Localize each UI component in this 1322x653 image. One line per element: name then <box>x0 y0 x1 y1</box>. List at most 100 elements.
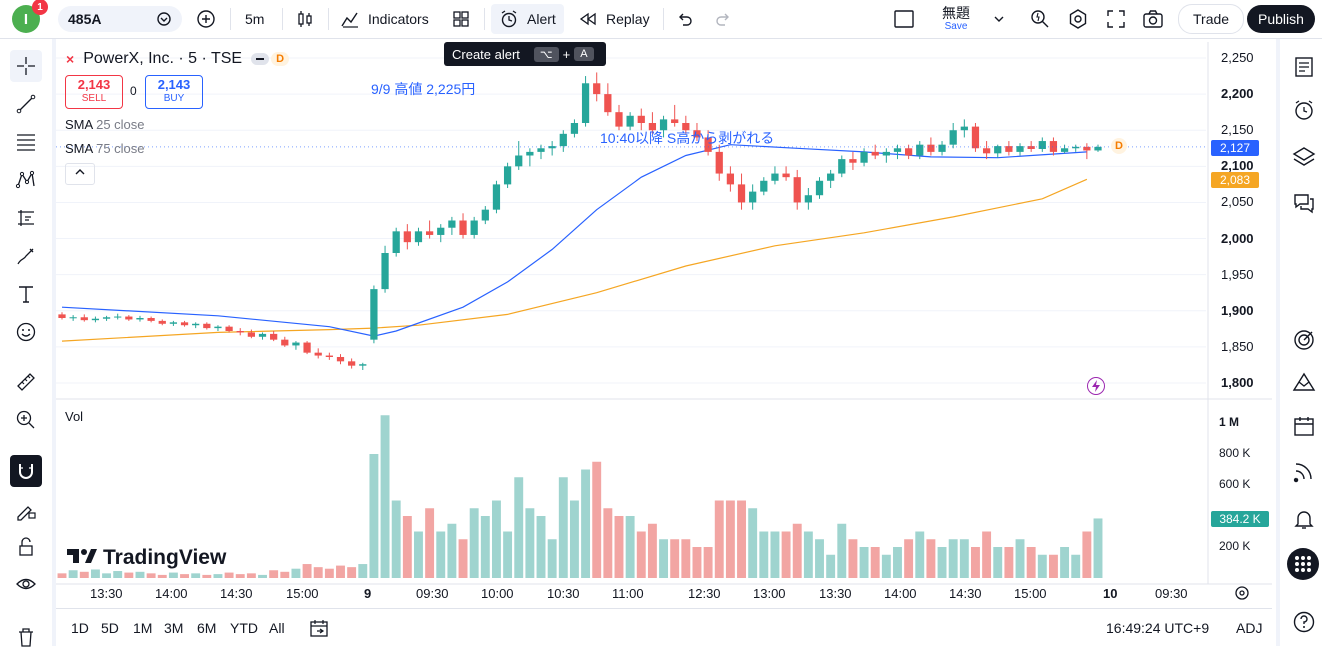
fullscreen-icon[interactable] <box>1105 0 1127 38</box>
eye-icon[interactable] <box>10 568 42 600</box>
range-6m[interactable]: 6M <box>197 620 217 636</box>
brush-icon[interactable] <box>10 240 42 272</box>
indicators-label: Indicators <box>368 11 429 27</box>
alert-button[interactable]: Alert <box>491 0 564 38</box>
range-1m[interactable]: 1M <box>133 620 153 636</box>
lock-icon[interactable] <box>10 531 42 563</box>
candle-body <box>1094 146 1102 151</box>
time-axis-label: 10:30 <box>547 586 580 601</box>
candle-body <box>860 151 868 163</box>
ideas-icon[interactable] <box>1289 367 1319 397</box>
buy-button[interactable]: 2,143 BUY <box>145 75 203 109</box>
range-1d[interactable]: 1D <box>71 620 89 636</box>
quick-search-icon[interactable] <box>1029 0 1051 38</box>
indicators-icon <box>340 9 360 29</box>
undo-icon[interactable] <box>675 0 695 38</box>
lock-pencil-icon[interactable] <box>10 495 42 527</box>
layout-name-button[interactable]: 無題 Save <box>926 0 986 38</box>
publish-button[interactable]: Publish <box>1247 0 1315 38</box>
emoji-icon[interactable] <box>10 316 42 348</box>
candle-style-icon[interactable] <box>295 0 315 38</box>
sma75-line <box>61 178 1088 342</box>
settings-gear-icon[interactable] <box>1067 0 1089 38</box>
candle-body <box>893 148 902 152</box>
volume-bar <box>959 539 969 578</box>
annotation-limit-off[interactable]: 10:40以降 S高から剥がれる <box>600 130 775 146</box>
price-chart[interactable] <box>56 42 1272 606</box>
tooltip-plus: + <box>562 46 571 62</box>
bottom-toolbar: 1D 5D 1M 3M 6M YTD All 16:49:24 UTC+9 AD… <box>56 608 1272 647</box>
forecast-icon[interactable] <box>10 202 42 234</box>
annotation-high[interactable]: 9/9 高値 2,225円 <box>371 81 476 97</box>
sell-button[interactable]: 2,143 SELL <box>65 75 123 109</box>
volume-bar <box>926 539 936 578</box>
redo-icon[interactable] <box>713 0 733 38</box>
range-3m[interactable]: 3M <box>164 620 184 636</box>
range-ytd[interactable]: YTD <box>230 620 258 636</box>
candle-body <box>492 184 501 210</box>
templates-icon[interactable] <box>451 0 471 38</box>
candle-body <box>292 342 300 346</box>
candle-body <box>849 159 857 163</box>
pattern-icon[interactable] <box>10 164 42 196</box>
candle-body <box>437 227 445 235</box>
candle-body <box>503 166 512 185</box>
zoom-in-icon[interactable] <box>10 404 42 436</box>
avatar[interactable]: I 1 <box>12 0 48 38</box>
legend-title: PowerX, Inc. · 5 · TSE <box>83 50 243 67</box>
magnet-icon[interactable] <box>10 455 42 487</box>
candle-body <box>258 333 267 337</box>
help-icon[interactable] <box>1289 607 1319 637</box>
indicators-button[interactable]: Indicators <box>340 0 429 38</box>
volume-bar <box>893 547 902 578</box>
candle-body <box>715 151 723 174</box>
replay-button[interactable]: Replay <box>578 0 650 38</box>
range-5d[interactable]: 5D <box>101 620 119 636</box>
clock-display[interactable]: 16:49:24 UTC+9 <box>1106 620 1210 636</box>
range-all[interactable]: All <box>269 620 285 636</box>
camera-icon[interactable] <box>1142 0 1164 38</box>
layers-icon[interactable] <box>1289 142 1319 172</box>
tooltip-key-option: ⌥ <box>533 46 559 62</box>
target-icon[interactable] <box>1289 325 1319 355</box>
add-symbol-icon[interactable] <box>196 0 216 38</box>
news-feed-icon[interactable] <box>1289 456 1319 486</box>
volume-bar <box>1093 518 1103 578</box>
apps-grid-icon[interactable] <box>1287 548 1319 580</box>
symbol-status-icon[interactable]: × <box>66 51 75 67</box>
trend-line-icon[interactable] <box>10 88 42 120</box>
dividend-badge[interactable]: D <box>1111 138 1127 154</box>
alerts-clock-icon[interactable] <box>1289 95 1319 125</box>
volume-bar <box>280 571 290 578</box>
trash-icon[interactable] <box>10 621 42 653</box>
chart-pane[interactable] <box>56 42 1272 606</box>
watchlist-icon[interactable] <box>1289 52 1319 82</box>
crosshair-icon[interactable] <box>10 50 42 82</box>
volume-bar <box>458 539 468 578</box>
ruler-icon[interactable] <box>10 366 42 398</box>
chevron-down-icon[interactable] <box>991 0 1007 38</box>
indicator-sma75[interactable]: SMA 75 close <box>65 141 145 156</box>
symbol-search[interactable]: 485A <box>58 0 182 38</box>
date-range-icon[interactable] <box>309 618 329 643</box>
trade-button[interactable]: Trade <box>1178 0 1245 38</box>
interval-button[interactable]: 5m <box>245 11 265 27</box>
layout-select-icon[interactable] <box>893 0 915 38</box>
notifications-bell-icon[interactable] <box>1289 504 1319 534</box>
sma25-name: SMA <box>65 117 93 132</box>
text-icon[interactable] <box>10 278 42 310</box>
indicator-sma25[interactable]: SMA 25 close <box>65 117 145 132</box>
chat-icon[interactable] <box>1289 188 1319 218</box>
adjustment-toggle[interactable]: ADJ <box>1236 620 1263 636</box>
fib-retracement-icon[interactable] <box>10 126 42 158</box>
collapse-legend-button[interactable] <box>65 163 95 185</box>
candle-body <box>938 144 946 152</box>
alarm-clock-icon <box>499 9 519 29</box>
lightning-icon[interactable] <box>1087 377 1105 395</box>
candle-body <box>370 289 378 340</box>
calendar-icon[interactable] <box>1289 411 1319 441</box>
axis-settings-gear-icon[interactable] <box>1234 585 1250 606</box>
compare-icon[interactable] <box>156 11 172 27</box>
volume-bar <box>636 531 646 578</box>
sma75-value: 75 close <box>96 141 145 156</box>
